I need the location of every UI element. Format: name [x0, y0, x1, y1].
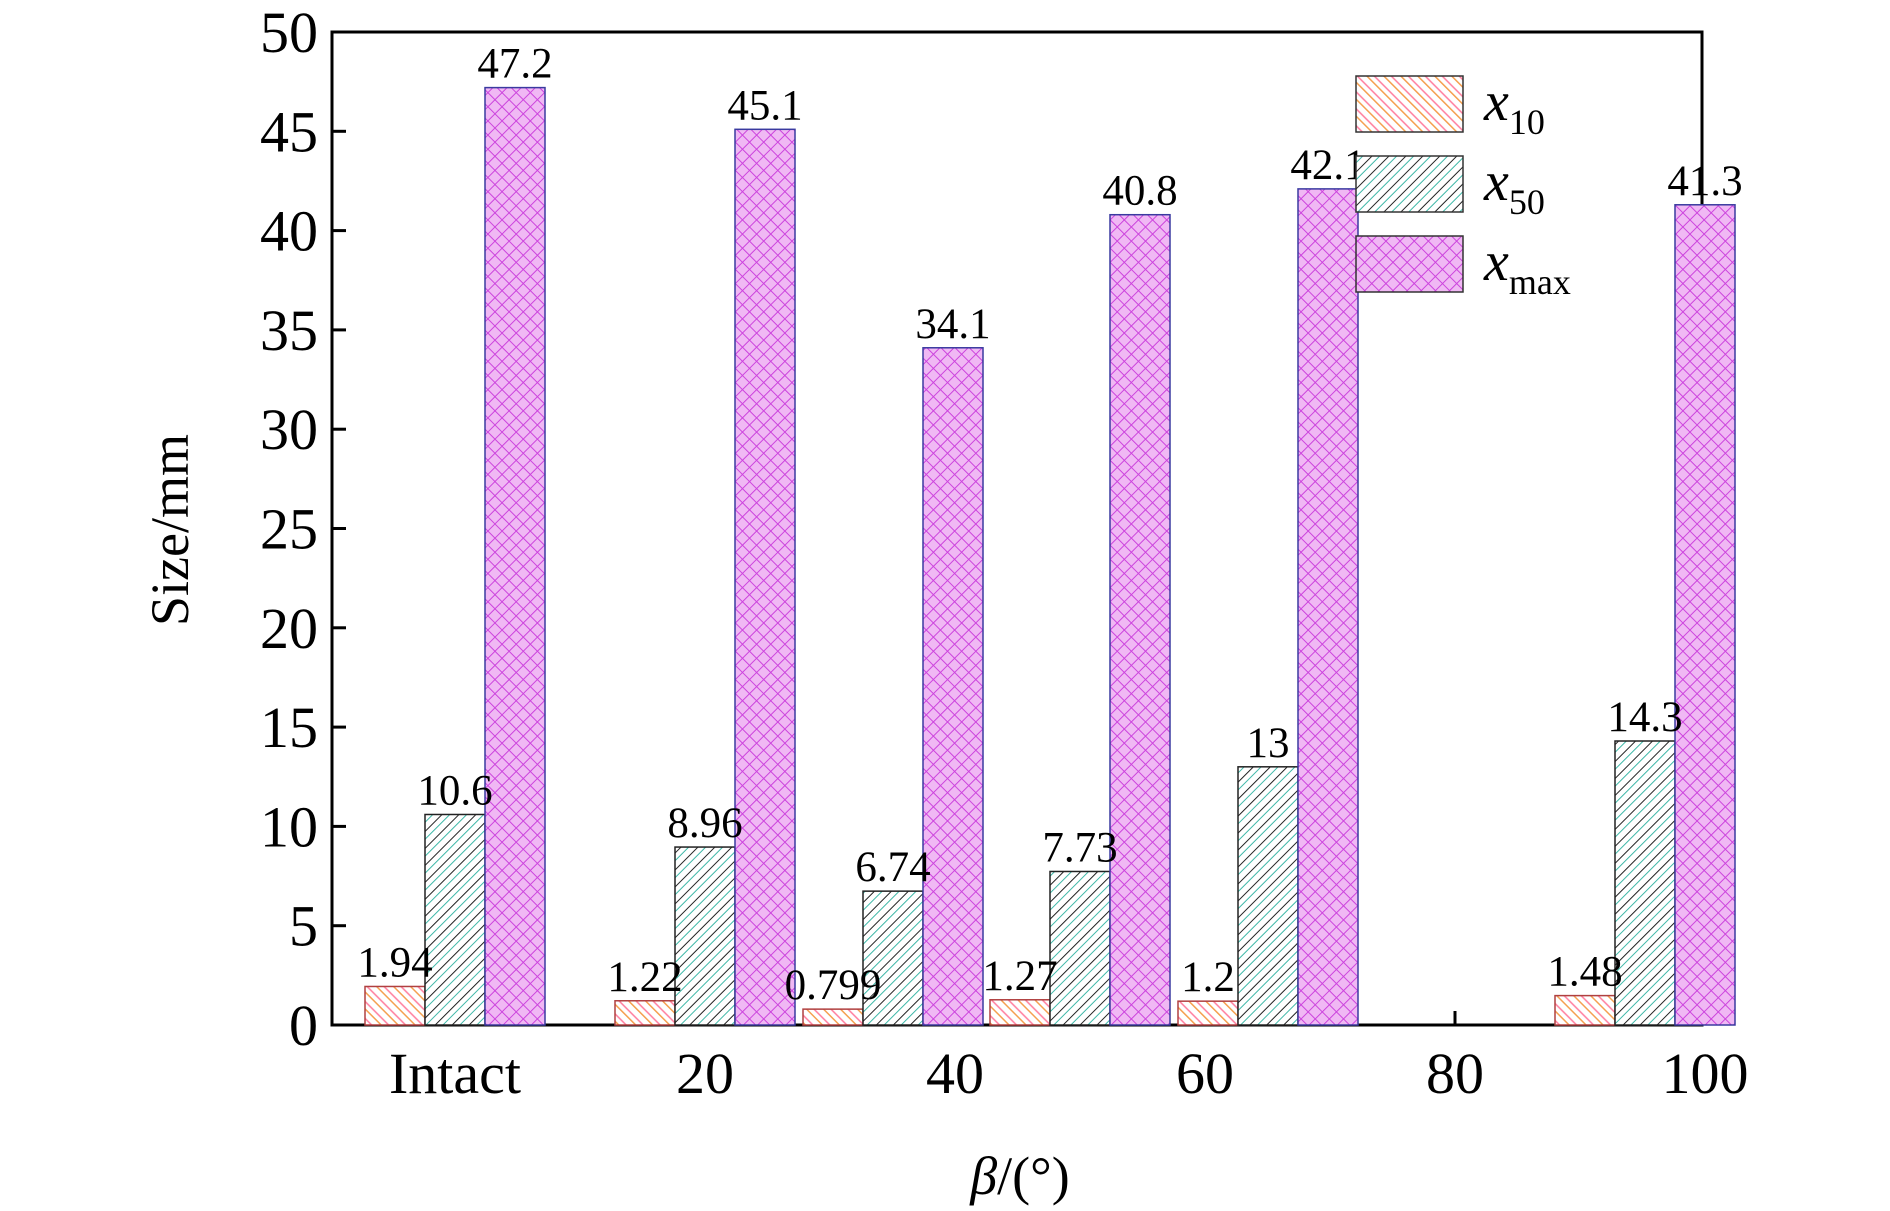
y-tick-label: 50 [260, 0, 318, 65]
bar-x50-2 [862, 890, 924, 1026]
x-tick-label: Intact [389, 1041, 521, 1106]
y-axis-title: Size/mm [140, 434, 200, 626]
bar-xmax-0 [484, 86, 546, 1026]
y-tick-label: 20 [260, 596, 318, 661]
bar-label-x50-5: 14.3 [1607, 694, 1682, 741]
bar-label-xmax-2: 34.1 [915, 301, 990, 348]
y-axis: 0 5 10 15 20 25 30 35 40 45 50 [260, 0, 346, 1058]
legend-label-x10: x10 [1483, 71, 1545, 142]
y-tick-label: 25 [260, 497, 318, 562]
bar-label-x10-1: 1.22 [607, 954, 682, 1001]
x-tick-label: 40 [926, 1041, 984, 1106]
bar-label-x10-3: 1.27 [982, 953, 1057, 1000]
x-tick-label: 100 [1662, 1041, 1749, 1106]
bar-x10-5 [1554, 994, 1616, 1026]
y-tick-label: 30 [260, 397, 318, 462]
bar-label-xmax-4: 42.1 [1290, 142, 1365, 189]
x-tick-label: 20 [676, 1041, 734, 1106]
bar-label-x10-2: 0.799 [785, 962, 882, 1009]
bar-label-x50-0: 10.6 [417, 767, 492, 814]
bar-label-x50-1: 8.96 [667, 800, 742, 847]
y-tick-label: 15 [260, 695, 318, 760]
bar-label-xmax-0: 47.2 [477, 41, 552, 88]
bar-xmax-3 [1109, 213, 1171, 1026]
legend-swatch-x50 [1355, 155, 1464, 213]
y-tick-label: 5 [289, 894, 318, 959]
bar-label-x10-5: 1.48 [1547, 949, 1622, 996]
bar-label-xmax-5: 41.3 [1667, 158, 1742, 205]
y-tick-label: 40 [260, 199, 318, 264]
bar-label-x10-4: 1.2 [1181, 954, 1235, 1001]
bar-label-x50-3: 7.73 [1042, 824, 1117, 871]
legend: x10 x50 xmax [1355, 71, 1571, 302]
bar-x10-4 [1177, 1000, 1239, 1026]
legend-label-x50: x50 [1483, 151, 1545, 222]
legend-swatch-x10 [1355, 75, 1464, 133]
bar-label-x50-2: 6.74 [855, 844, 930, 891]
x-axis: Intact 20 40 60 80 100 [389, 1011, 1749, 1106]
bars [364, 86, 1736, 1026]
bar-x50-1 [674, 846, 736, 1026]
y-tick-label: 45 [260, 99, 318, 164]
bar-xmax-1 [734, 128, 796, 1026]
x-tick-label: 80 [1426, 1041, 1484, 1106]
bar-label-x10-0: 1.94 [357, 939, 432, 986]
legend-label-xmax: xmax [1483, 231, 1571, 302]
bar-xmax-4 [1297, 188, 1359, 1026]
bar-x10-0 [364, 985, 426, 1026]
bar-label-xmax-3: 40.8 [1102, 168, 1177, 215]
legend-swatch-xmax [1355, 235, 1464, 293]
bar-xmax-5 [1674, 204, 1736, 1026]
bar-x50-3 [1049, 870, 1111, 1026]
bar-x10-1 [614, 1000, 676, 1026]
x-tick-label: 60 [1176, 1041, 1234, 1106]
bar-x10-2 [802, 1008, 864, 1026]
bar-label-x50-4: 13 [1247, 720, 1290, 767]
bar-x50-0 [424, 813, 486, 1026]
y-tick-label: 35 [260, 298, 318, 363]
bar-x50-5 [1614, 740, 1676, 1026]
y-tick-label: 10 [260, 794, 318, 859]
y-tick-label: 0 [289, 993, 318, 1058]
bar-labels: 1.94 1.22 0.799 1.27 1.2 1.48 10.6 8.96 6.74 7.73… [357, 41, 1742, 1010]
x-axis-title: β/(°) [969, 1146, 1069, 1206]
bar-label-xmax-1: 45.1 [727, 82, 802, 129]
bar-xmax-2 [922, 347, 984, 1026]
bar-x50-4 [1237, 766, 1299, 1026]
bar-x10-3 [989, 999, 1051, 1026]
